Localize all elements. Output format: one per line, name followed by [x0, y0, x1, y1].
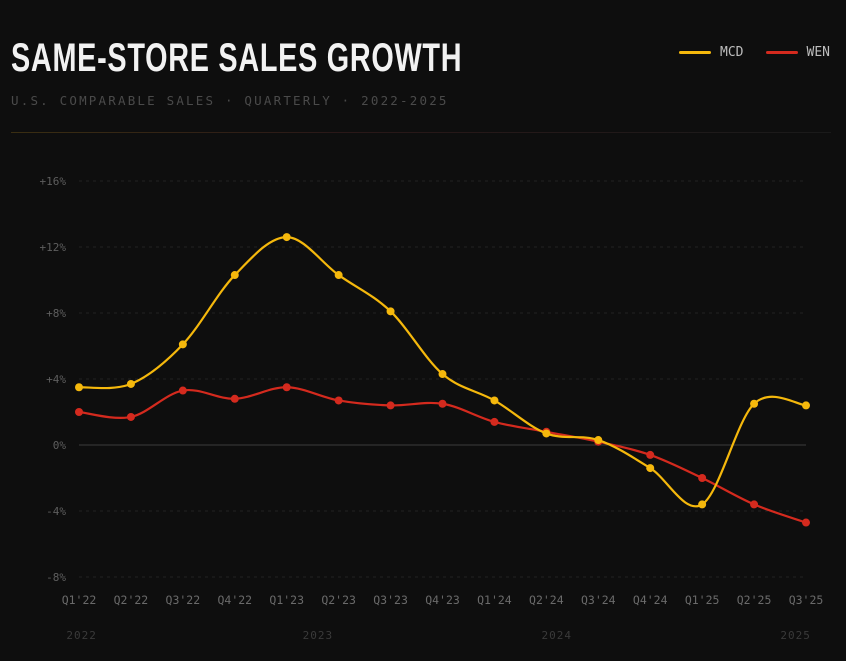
legend-item-wen[interactable]: WEN	[765, 45, 830, 60]
data-point-wen	[334, 396, 343, 405]
data-point-mcd	[750, 399, 759, 408]
x-tick-label: Q4'23	[425, 593, 460, 607]
data-point-wen	[126, 412, 135, 421]
data-point-mcd	[594, 436, 603, 445]
data-point-wen	[698, 474, 707, 482]
data-point-wen	[646, 450, 655, 459]
legend: MCD WEN	[679, 45, 830, 60]
year-label: 2023	[303, 629, 334, 642]
data-point-mcd	[386, 307, 395, 316]
data-point-wen	[75, 408, 83, 416]
y-tick-label: +12%	[40, 241, 67, 254]
data-point-wen	[438, 399, 447, 408]
data-point-mcd	[542, 429, 551, 438]
y-tick-label: -4%	[46, 505, 66, 518]
chart-title: SAME-STORE SALES GROWTH	[11, 36, 463, 80]
data-point-wen	[178, 386, 187, 395]
legend-swatch-wen	[765, 51, 798, 54]
chart-subtitle: U.S. COMPARABLE SALES · QUARTERLY · 2022…	[11, 93, 449, 108]
data-point-mcd	[230, 271, 239, 280]
data-point-wen	[230, 394, 239, 403]
data-point-mcd	[802, 401, 810, 410]
legend-label-wen: WEN	[806, 45, 830, 60]
data-point-mcd	[282, 233, 291, 242]
x-tick-label: Q2'24	[529, 593, 564, 607]
data-point-mcd	[438, 370, 447, 379]
data-point-mcd	[646, 464, 655, 473]
data-point-wen	[490, 417, 499, 426]
data-point-mcd	[334, 271, 343, 280]
data-point-wen	[386, 401, 395, 410]
data-point-wen	[802, 518, 810, 527]
data-point-mcd	[490, 396, 499, 405]
x-tick-label: Q1'25	[685, 593, 720, 607]
x-tick-label: Q2'25	[737, 593, 772, 607]
legend-label-mcd: MCD	[720, 45, 744, 60]
data-point-wen	[750, 500, 759, 509]
x-tick-label: Q3'22	[166, 593, 201, 607]
x-tick-label: Q1'23	[269, 593, 304, 607]
y-tick-label: +8%	[46, 307, 66, 320]
x-tick-label: Q3'23	[373, 593, 408, 607]
x-tick-label: Q3'25	[789, 593, 824, 607]
x-tick-label: Q1'24	[477, 593, 512, 607]
header-divider	[11, 132, 831, 133]
y-tick-label: -8%	[46, 571, 66, 584]
year-label: 2022	[66, 629, 97, 642]
y-tick-label: 0%	[53, 439, 67, 452]
data-point-mcd	[126, 379, 135, 388]
x-tick-label: Q2'22	[114, 593, 149, 607]
x-tick-label: Q2'23	[321, 593, 356, 607]
y-tick-label: +4%	[46, 373, 66, 386]
x-tick-label: Q1'22	[62, 593, 97, 607]
x-tick-label: Q4'22	[217, 593, 252, 607]
year-label: 2024	[541, 629, 572, 642]
x-tick-label: Q3'24	[581, 593, 616, 607]
data-point-wen	[282, 383, 291, 392]
legend-swatch-mcd	[679, 51, 712, 54]
year-label: 2025	[780, 629, 811, 642]
data-point-mcd	[178, 340, 187, 349]
data-point-mcd	[698, 500, 707, 509]
x-tick-label: Q4'24	[633, 593, 668, 607]
legend-item-mcd[interactable]: MCD	[679, 45, 744, 60]
y-tick-label: +16%	[40, 175, 67, 188]
data-point-mcd	[75, 383, 83, 392]
